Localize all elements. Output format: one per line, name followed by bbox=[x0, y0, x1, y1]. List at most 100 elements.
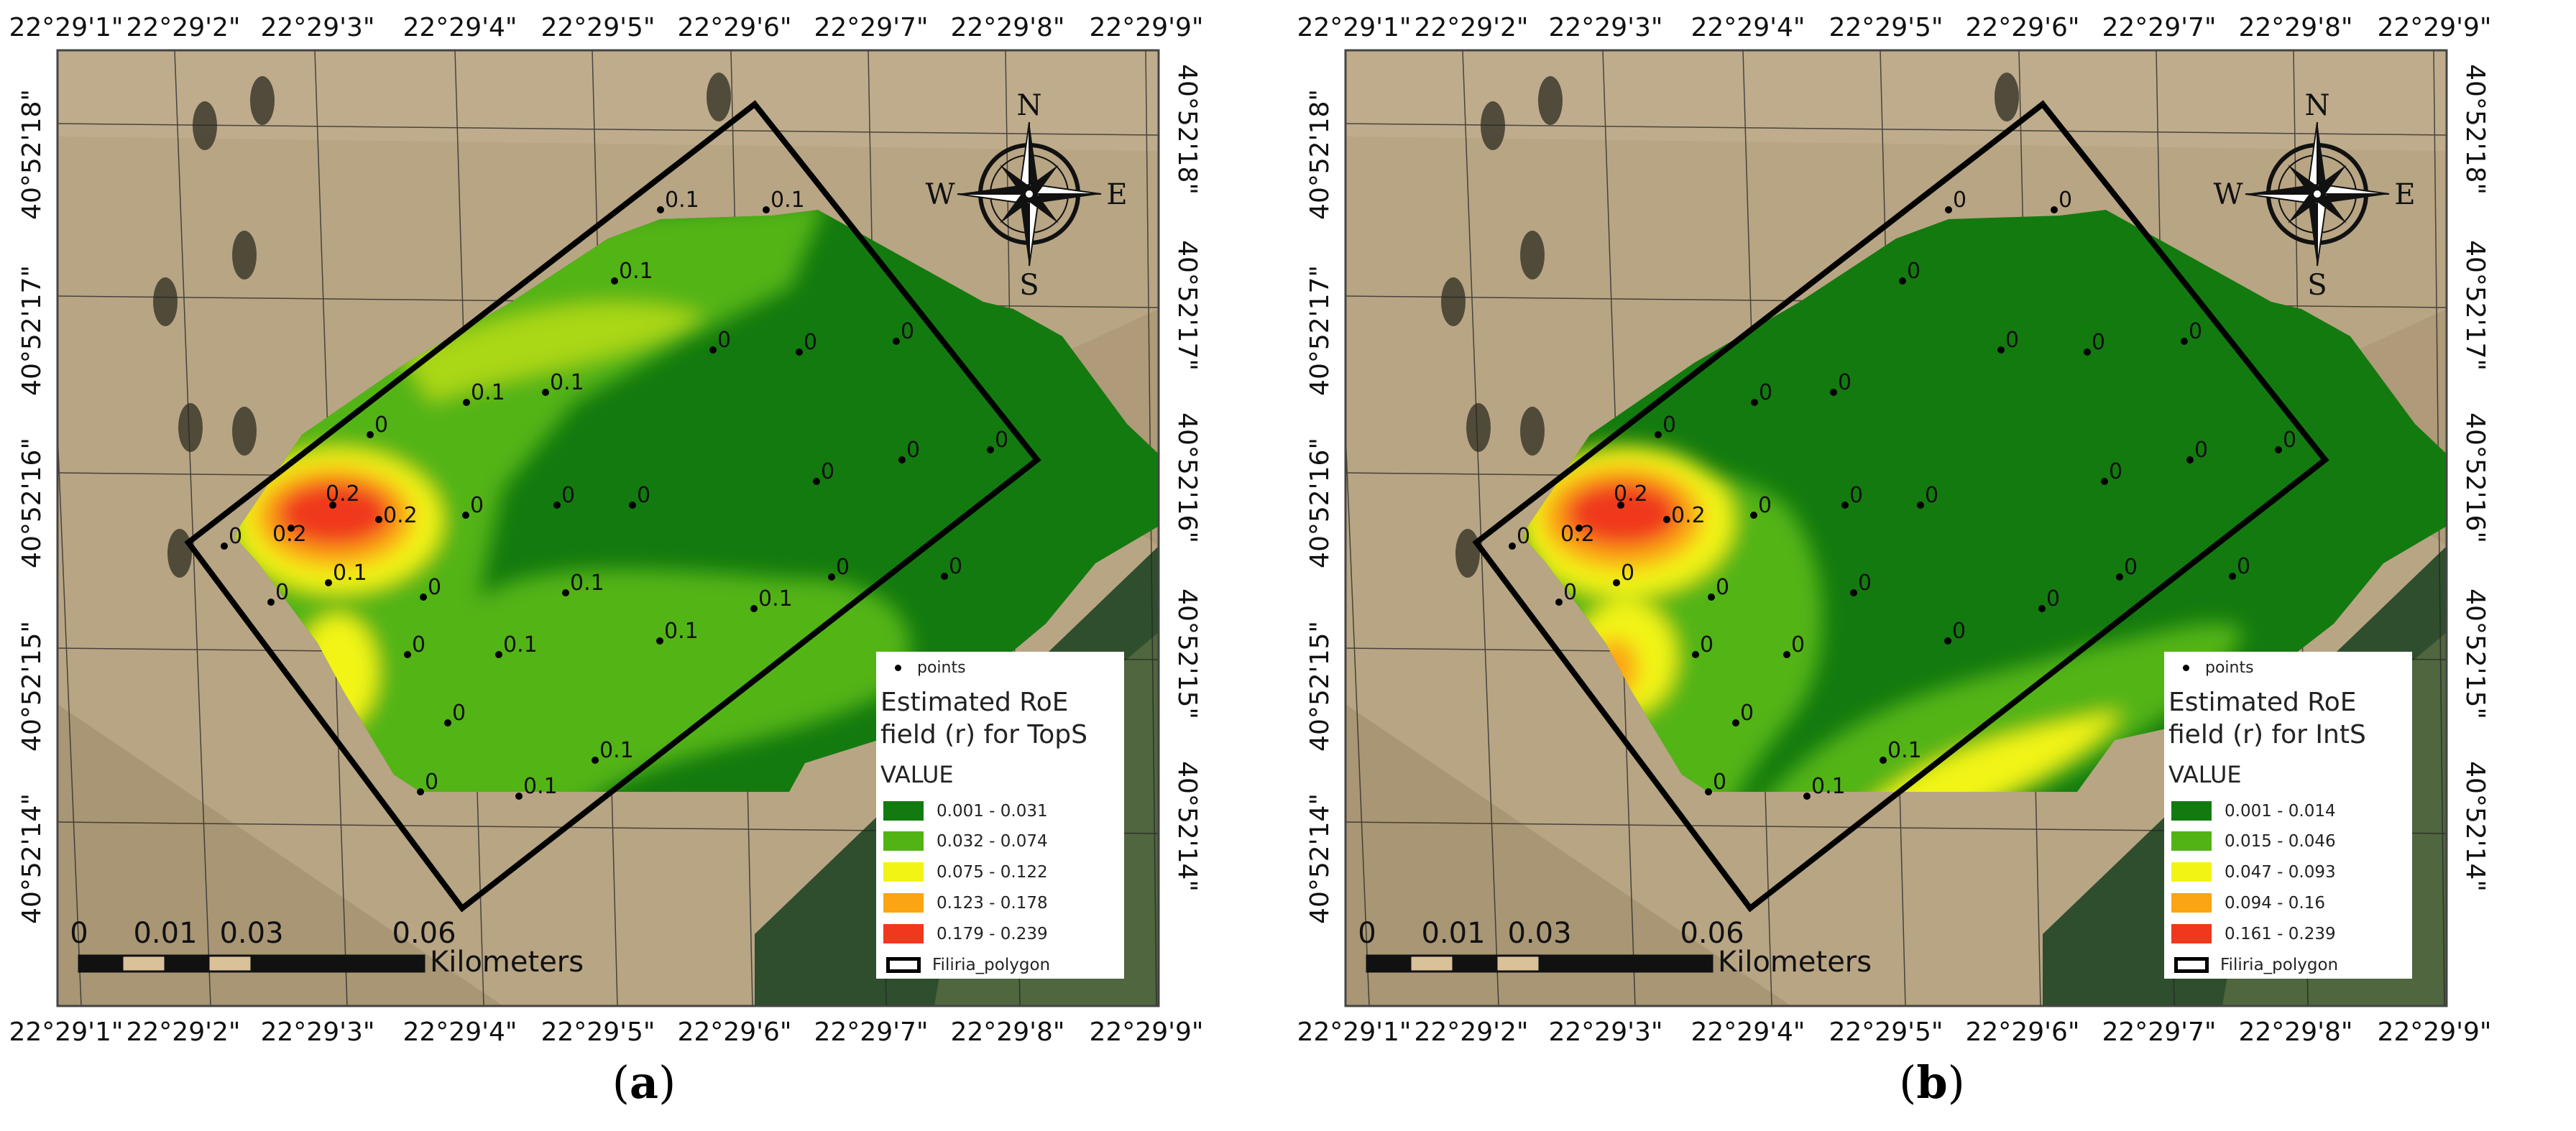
class-label: 0.015 - 0.046 bbox=[2225, 831, 2336, 851]
point-value-label: 0 bbox=[1700, 632, 1714, 657]
point-value-label: 0 bbox=[804, 330, 817, 355]
field-patch bbox=[58, 704, 503, 1006]
latitude-label-right: 40°52'16" bbox=[1172, 412, 1202, 543]
latitude-label-right: 40°52'17" bbox=[2460, 240, 2490, 371]
point-value-label: 0 bbox=[1758, 493, 1772, 518]
tree bbox=[1995, 73, 2019, 121]
sample-point bbox=[709, 346, 717, 354]
scale-tick-label: 0 bbox=[1358, 917, 1376, 950]
sample-point bbox=[2275, 446, 2282, 453]
compass-rose: N S E W bbox=[925, 89, 1127, 302]
sample-point bbox=[987, 446, 994, 453]
sample-point bbox=[1613, 579, 1620, 586]
longitude-label-top: 22°29'5" bbox=[1829, 13, 1944, 42]
latitude-label-left: 40°52'14" bbox=[1305, 793, 1335, 924]
point-value-label: 0.1 bbox=[619, 259, 653, 284]
sample-point bbox=[325, 579, 332, 586]
longitude-label-top: 22°29'2" bbox=[1414, 13, 1529, 42]
legend-points-row: points bbox=[883, 659, 966, 677]
class-label: 0.075 - 0.122 bbox=[937, 862, 1048, 882]
longitude-label-bottom: 22°29'4" bbox=[1691, 1017, 1806, 1047]
longitude-label-top: 22°29'4" bbox=[1691, 13, 1806, 42]
sample-point bbox=[898, 456, 906, 463]
sample-point bbox=[463, 399, 470, 406]
sample-point bbox=[553, 502, 561, 509]
legend-class-3: 0.047 - 0.093 bbox=[2171, 862, 2336, 882]
sample-point bbox=[611, 277, 618, 285]
compass-point bbox=[1029, 122, 1039, 194]
compass-center bbox=[1024, 189, 1034, 199]
point-value-label: 0.1 bbox=[664, 619, 699, 644]
compass-point bbox=[2307, 194, 2317, 266]
point-value-label: 0 bbox=[1517, 524, 1530, 549]
point-value-label: 0.2 bbox=[272, 522, 307, 547]
sample-point bbox=[2038, 605, 2046, 612]
class-swatch bbox=[2171, 801, 2212, 821]
scale-tick-label: 0.03 bbox=[219, 917, 283, 950]
latitude-label-left: 40°52'16" bbox=[1305, 438, 1335, 568]
class-swatch bbox=[2171, 831, 2212, 851]
point-value-label: 0 bbox=[2046, 586, 2060, 611]
sample-point bbox=[1751, 399, 1758, 406]
point-value-label: 0.1 bbox=[333, 560, 367, 586]
longitude-label-bottom: 22°29'2" bbox=[126, 1017, 241, 1047]
point-symbol bbox=[895, 665, 901, 671]
point-value-label: 0.2 bbox=[1560, 522, 1595, 547]
caption-letter: a bbox=[629, 1056, 659, 1109]
sample-point bbox=[1880, 757, 1887, 764]
point-value-label: 0.1 bbox=[503, 632, 538, 657]
class-label: 0.094 - 0.16 bbox=[2225, 893, 2325, 913]
class-label: 0.032 - 0.074 bbox=[937, 831, 1048, 851]
sample-point bbox=[1917, 502, 1924, 509]
latitude-label-right: 40°52'17" bbox=[1172, 240, 1202, 371]
point-value-label: 0.1 bbox=[1811, 774, 1846, 799]
point-value-label: 0 bbox=[2092, 330, 2105, 355]
sample-point bbox=[1830, 389, 1837, 396]
longitude-label-bottom: 22°29'2" bbox=[1414, 1017, 1529, 1047]
zone-class-5 bbox=[277, 481, 392, 546]
point-value-label: 0 bbox=[995, 428, 1008, 453]
sample-point bbox=[2084, 348, 2091, 356]
scale-tick-label: 0.06 bbox=[1680, 917, 1744, 950]
tree bbox=[232, 231, 257, 280]
point-value-label: 0 bbox=[470, 493, 484, 518]
class-label: 0.001 - 0.014 bbox=[2225, 801, 2336, 821]
sample-point bbox=[893, 338, 900, 345]
zone-class-2 bbox=[1748, 623, 2244, 792]
class-swatch bbox=[883, 924, 924, 943]
tree bbox=[250, 76, 275, 125]
legend-class-1: 0.001 - 0.014 bbox=[2171, 801, 2336, 821]
latitude-label-right: 40°52'14" bbox=[1172, 761, 1202, 892]
legend-class-5: 0.179 - 0.239 bbox=[883, 924, 1048, 943]
sample-point bbox=[592, 757, 599, 764]
class-label: 0.123 - 0.178 bbox=[937, 893, 1048, 913]
sample-point bbox=[562, 589, 569, 596]
zone-class-3 bbox=[1856, 711, 2122, 792]
sample-point bbox=[941, 573, 948, 580]
sample-point bbox=[813, 478, 820, 485]
point-value-label: 0.1 bbox=[550, 370, 584, 395]
longitude-label-top: 22°29'6" bbox=[678, 13, 792, 42]
class-swatch bbox=[883, 862, 924, 882]
latitude-label-left: 40°52'18" bbox=[1305, 89, 1335, 220]
class-swatch bbox=[883, 801, 924, 821]
sample-point bbox=[367, 431, 374, 438]
point-value-label: 0 bbox=[412, 632, 426, 657]
longitude-label-bottom: 22°29'7" bbox=[2102, 1017, 2217, 1047]
point-value-label: 0.2 bbox=[1671, 503, 1706, 528]
compass-letter: N bbox=[1017, 89, 1042, 122]
compass-letter: S bbox=[2307, 269, 2327, 302]
sample-point bbox=[656, 637, 663, 645]
point-value-label: 0 bbox=[561, 483, 575, 508]
panel-a: 0.1 0.1 0.1 0 0 0 0.1 0.1 0 0 0 0 0 0 0.2 0.2 0.2 0 0 0 0.1 0… bbox=[9, 13, 1210, 1109]
longitude-label-top: 22°29'5" bbox=[541, 13, 656, 42]
longitude-label-top: 22°29'4" bbox=[403, 13, 518, 42]
point-value-label: 0.1 bbox=[758, 586, 793, 611]
compass-letter: E bbox=[2394, 178, 2415, 211]
tree bbox=[1538, 76, 1563, 125]
filiria-polygon bbox=[184, 100, 1041, 913]
sample-point bbox=[629, 502, 636, 509]
caption-letter: b bbox=[1916, 1056, 1948, 1109]
compass-point bbox=[1019, 194, 1029, 266]
legend-class-5: 0.161 - 0.239 bbox=[2171, 924, 2336, 943]
